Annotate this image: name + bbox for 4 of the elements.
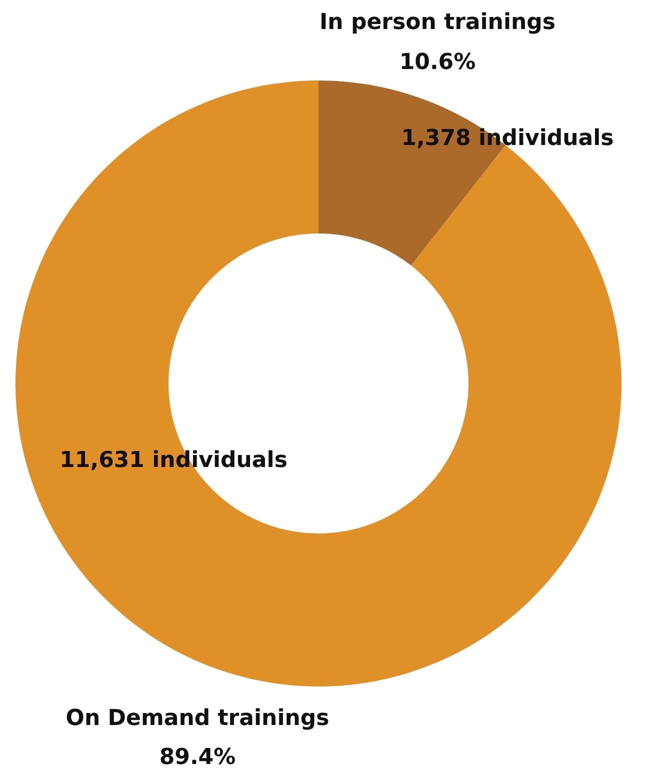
text: 89.4% — [159, 745, 236, 770]
slice-label: On Demand trainings — [66, 706, 330, 731]
slice-label: In person trainings — [319, 10, 556, 35]
text: 10.6% — [399, 50, 476, 75]
